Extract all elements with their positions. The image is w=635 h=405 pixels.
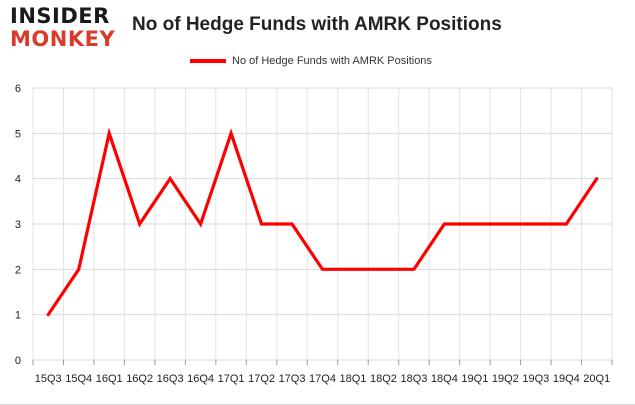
data-point xyxy=(534,222,538,226)
data-point xyxy=(77,268,80,271)
x-tick-label: 17Q1 xyxy=(218,373,245,385)
x-tick-label: 17Q3 xyxy=(279,373,306,385)
data-point xyxy=(351,268,355,271)
x-tick-label: 19Q2 xyxy=(492,373,519,385)
x-tick-label: 20Q1 xyxy=(583,373,610,385)
x-tick-label: 17Q4 xyxy=(309,373,336,385)
x-tick-label: 16Q1 xyxy=(96,373,123,385)
x-tick-label: 16Q3 xyxy=(157,373,184,385)
data-point xyxy=(138,222,141,226)
data-point xyxy=(260,222,263,226)
legend-label: No of Hedge Funds with AMRK Positions xyxy=(232,55,432,67)
x-tick-label: 17Q2 xyxy=(248,373,275,385)
legend-swatch xyxy=(190,59,226,63)
chart-legend: No of Hedge Funds with AMRK Positions xyxy=(190,53,432,69)
data-point xyxy=(107,132,111,135)
data-point xyxy=(290,222,294,226)
y-tick-label: 2 xyxy=(15,264,21,276)
data-point xyxy=(412,268,416,271)
x-tick-label: 19Q1 xyxy=(461,373,488,385)
chart-title: No of Hedge Funds with AMRK Positions xyxy=(132,14,502,35)
data-point xyxy=(229,132,233,135)
x-tick-label: 19Q3 xyxy=(522,373,549,385)
x-tick-label: 18Q1 xyxy=(340,373,367,385)
data-point xyxy=(199,222,202,226)
data-point xyxy=(382,268,385,271)
x-tick-label: 18Q3 xyxy=(400,373,427,385)
x-tick-label: 16Q4 xyxy=(187,373,214,385)
x-tick-label: 15Q4 xyxy=(65,373,92,385)
y-tick-label: 0 xyxy=(15,355,21,367)
x-tick-label: 16Q2 xyxy=(126,373,153,385)
logo-line-2: MONKEY xyxy=(10,27,116,51)
insider-monkey-logo: INSIDER MONKEY xyxy=(10,6,118,52)
data-point xyxy=(443,222,446,226)
x-tick-label: 18Q4 xyxy=(431,373,458,385)
data-point xyxy=(504,222,507,226)
y-tick-label: 5 xyxy=(15,128,21,140)
y-tick-label: 4 xyxy=(15,174,21,186)
data-point xyxy=(473,222,477,226)
y-tick-label: 3 xyxy=(15,219,21,231)
data-point xyxy=(47,313,50,316)
y-tick-label: 1 xyxy=(15,310,21,322)
data-point xyxy=(565,222,568,226)
y-tick-label: 6 xyxy=(15,83,21,95)
data-point xyxy=(321,268,324,271)
logo-line-1: INSIDER xyxy=(10,4,110,28)
data-point xyxy=(168,177,172,180)
data-point xyxy=(595,177,598,180)
x-tick-label: 15Q3 xyxy=(35,373,62,385)
x-tick-label: 19Q4 xyxy=(553,373,580,385)
x-tick-label: 18Q2 xyxy=(370,373,397,385)
